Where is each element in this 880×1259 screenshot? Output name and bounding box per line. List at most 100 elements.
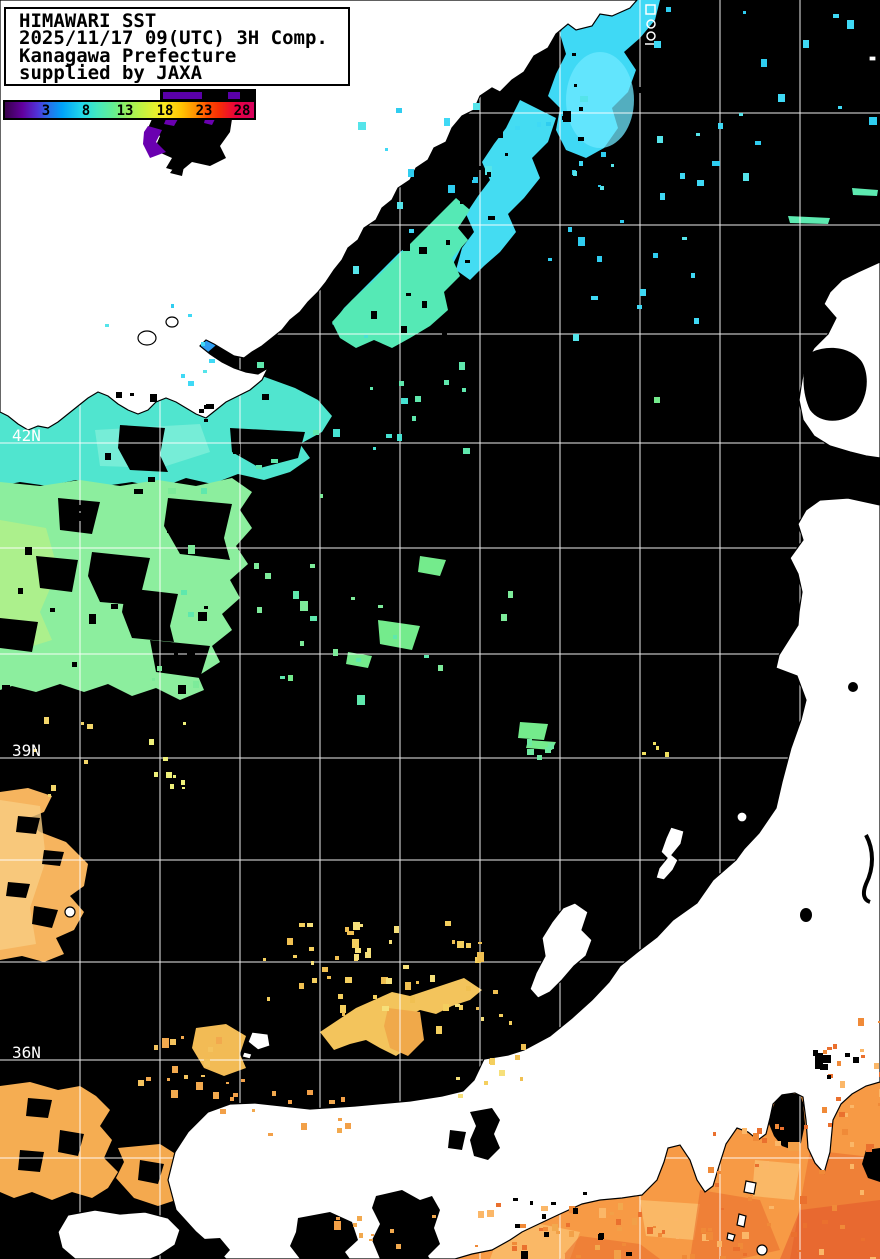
- sst-pixel: [662, 1230, 665, 1234]
- sst-pixel: [552, 1224, 558, 1231]
- sst-pixel: [446, 240, 450, 245]
- path-shape: [138, 1160, 164, 1184]
- sst-pixel: [527, 749, 534, 755]
- sst-pixel: [715, 1183, 719, 1187]
- sst-pixel: [335, 956, 339, 960]
- lagoon-arc: [861, 834, 874, 904]
- sst-pixel: [382, 1006, 389, 1011]
- sst-pixel: [819, 1170, 825, 1174]
- sst-pixel: [791, 1232, 797, 1237]
- sst-pixel: [355, 948, 361, 953]
- sst-pixel: [542, 1214, 546, 1219]
- sst-pixel: [827, 1047, 832, 1050]
- sst-pixel: [353, 1223, 357, 1227]
- sst-tokyo-bay-cloud: [778, 1094, 804, 1116]
- sst-pixel: [370, 387, 373, 390]
- sst-pixel: [130, 393, 134, 396]
- sst-pixel: [499, 1014, 503, 1017]
- sst-pixel: [762, 1138, 767, 1143]
- sst-pixel: [803, 1223, 807, 1228]
- sst-pixel: [839, 1112, 845, 1117]
- sst-pixel: [515, 126, 520, 130]
- sst-pixel: [322, 967, 328, 972]
- sst-pixel: [181, 780, 185, 785]
- sst-pixel: [401, 326, 407, 333]
- lake-dot-1: [848, 682, 858, 692]
- path-shape: [378, 620, 420, 650]
- sst-pixel: [301, 1123, 307, 1130]
- sst-pixel: [170, 784, 174, 789]
- latitude-label-39n: 39N: [12, 741, 41, 760]
- sst-pixel: [485, 166, 492, 175]
- sst-pixel: [459, 362, 465, 370]
- path-shape: [58, 1130, 84, 1156]
- sst-pixel: [444, 380, 449, 385]
- sst-south-sea-red: [780, 1200, 880, 1259]
- sst-pixel: [870, 1257, 876, 1259]
- sst-pixel: [476, 166, 483, 170]
- island-tiny-ne: [868, 55, 877, 62]
- sst-warm-band-core: [384, 1008, 424, 1056]
- path-shape: [18, 1150, 44, 1172]
- colorbar-tick: 8: [81, 103, 91, 119]
- sst-pixel: [213, 1092, 219, 1099]
- sst-pixel: [458, 1094, 463, 1098]
- sst-pixel: [566, 1223, 570, 1227]
- sst-pixel: [401, 398, 408, 404]
- sst-pixel: [578, 137, 584, 141]
- path-shape: [164, 498, 232, 560]
- sst-purple-lake-edge: [143, 119, 215, 158]
- colorbar-tick: 18: [156, 103, 174, 119]
- sst-pixel: [424, 655, 429, 658]
- sst-pixel: [755, 1164, 759, 1167]
- sst-pixel: [149, 739, 154, 745]
- sst-pixel: [443, 1004, 449, 1011]
- sst-pixel: [544, 1232, 549, 1237]
- sst-pixel: [89, 614, 96, 624]
- sst-pixel: [742, 1232, 749, 1239]
- sst-pixel: [353, 266, 359, 274]
- sst-pixel: [268, 1133, 273, 1136]
- sst-pixel: [174, 651, 178, 655]
- sst-pixel: [350, 292, 355, 295]
- sst-pixel: [874, 1063, 879, 1069]
- sst-pixel: [595, 1245, 600, 1250]
- sst-pixel: [320, 494, 323, 498]
- sst-pixel: [797, 1250, 801, 1252]
- sst-pixel: [844, 1113, 848, 1117]
- sst-pixel: [775, 1141, 781, 1146]
- sst-pixel: [204, 606, 208, 609]
- sst-pixel: [134, 489, 143, 494]
- sst-pixel: [513, 289, 518, 295]
- path-shape: [418, 556, 446, 576]
- temperature-colorbar: 3 8 13 18 23 28: [3, 100, 256, 120]
- sst-yellowgreen-edge: [0, 520, 58, 650]
- sst-pixel: [206, 404, 214, 409]
- sst-pixel: [342, 1012, 345, 1016]
- sst-pixel: [272, 1091, 276, 1096]
- sst-pixel: [522, 1245, 527, 1250]
- sst-pixel: [345, 1123, 351, 1129]
- sst-pixel: [569, 1231, 574, 1237]
- sst-pixel: [476, 1007, 479, 1010]
- sst-pixel: [193, 681, 199, 688]
- sst-pixel: [300, 601, 308, 611]
- sst-pixel: [713, 1132, 716, 1136]
- sst-pixel: [358, 122, 366, 130]
- sst-pixel: [50, 608, 55, 612]
- sst-pixel: [815, 1053, 823, 1060]
- sst-pixel: [837, 1061, 841, 1066]
- sst-pixel: [162, 1038, 169, 1048]
- sst-pixel: [515, 1224, 520, 1228]
- sst-pixel: [477, 952, 484, 962]
- sst-pixel: [163, 757, 168, 761]
- sst-pixel: [823, 1050, 827, 1054]
- land-noto: [529, 902, 593, 999]
- sst-pixel: [432, 1215, 436, 1218]
- sst-pixel: [154, 772, 158, 777]
- sst-pixel: [878, 1103, 880, 1106]
- sst-pixel: [478, 942, 482, 944]
- island-small-3: [165, 316, 179, 328]
- path-shape: [122, 588, 178, 642]
